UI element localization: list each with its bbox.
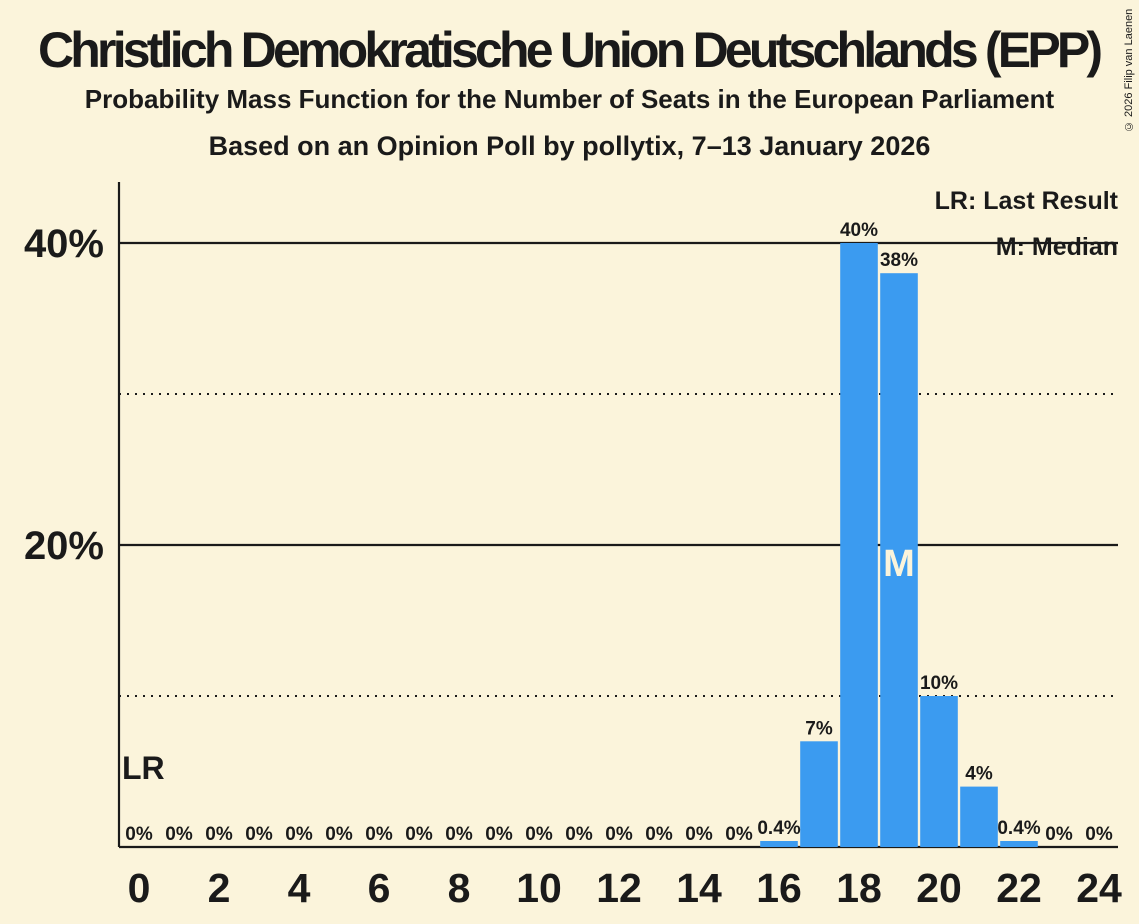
svg-text:2: 2 <box>208 865 231 911</box>
svg-text:LR: LR <box>122 750 165 786</box>
svg-text:8: 8 <box>448 865 471 911</box>
svg-text:0%: 0% <box>285 824 313 845</box>
svg-text:0%: 0% <box>445 824 473 845</box>
svg-text:0%: 0% <box>685 824 713 845</box>
svg-text:20%: 20% <box>24 524 104 568</box>
svg-text:4%: 4% <box>965 764 993 785</box>
svg-text:M: Median: M: Median <box>996 233 1118 261</box>
svg-text:0%: 0% <box>605 824 633 845</box>
svg-text:0%: 0% <box>125 824 153 845</box>
svg-text:0%: 0% <box>525 824 553 845</box>
svg-text:0.4%: 0.4% <box>997 818 1040 839</box>
svg-text:38%: 38% <box>880 250 918 271</box>
svg-text:0%: 0% <box>1045 824 1073 845</box>
svg-text:16: 16 <box>756 865 802 911</box>
svg-text:0%: 0% <box>165 824 193 845</box>
svg-text:0%: 0% <box>1085 824 1113 845</box>
svg-text:10: 10 <box>516 865 562 911</box>
svg-text:40%: 40% <box>840 220 878 241</box>
svg-text:M: M <box>883 543 915 585</box>
svg-text:7%: 7% <box>805 718 833 739</box>
svg-text:24: 24 <box>1076 865 1122 911</box>
svg-text:20: 20 <box>916 865 962 911</box>
svg-text:40%: 40% <box>24 222 104 266</box>
svg-text:0%: 0% <box>725 824 753 845</box>
svg-text:14: 14 <box>676 865 722 911</box>
svg-text:12: 12 <box>596 865 642 911</box>
svg-text:22: 22 <box>996 865 1042 911</box>
svg-text:LR: Last Result: LR: Last Result <box>935 187 1119 215</box>
svg-text:18: 18 <box>836 865 882 911</box>
svg-text:4: 4 <box>288 865 311 911</box>
svg-text:0%: 0% <box>485 824 513 845</box>
svg-text:0%: 0% <box>565 824 593 845</box>
svg-text:0%: 0% <box>205 824 233 845</box>
svg-text:0: 0 <box>128 865 151 911</box>
svg-text:0%: 0% <box>405 824 433 845</box>
svg-text:0%: 0% <box>245 824 273 845</box>
svg-text:0%: 0% <box>325 824 353 845</box>
svg-text:0%: 0% <box>365 824 393 845</box>
svg-text:0.4%: 0.4% <box>757 818 800 839</box>
svg-text:6: 6 <box>368 865 391 911</box>
svg-text:0%: 0% <box>645 824 673 845</box>
svg-text:10%: 10% <box>920 673 958 694</box>
